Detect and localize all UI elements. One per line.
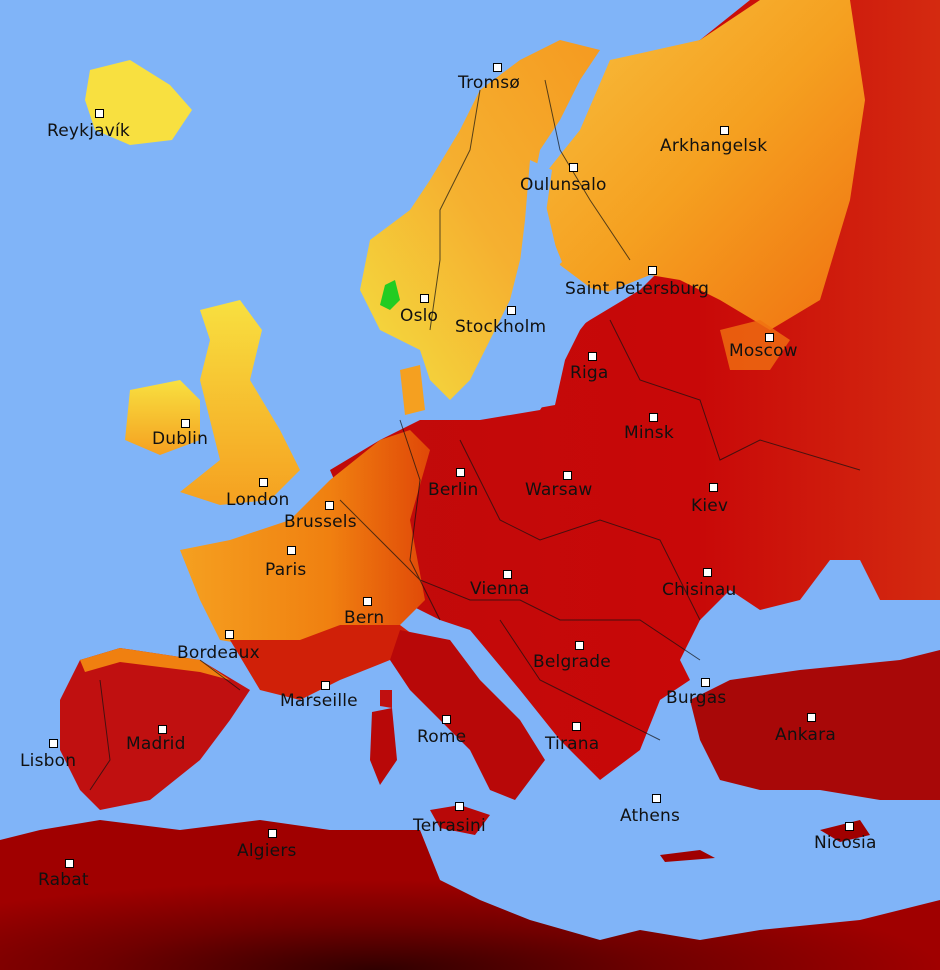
- city-marker-icon: [455, 802, 464, 811]
- city-marker-icon: [507, 306, 516, 315]
- norway-cold-spot: [380, 280, 400, 310]
- city-label: Rabat: [38, 870, 89, 890]
- city-label: Bordeaux: [177, 643, 260, 663]
- city-marker-icon: [321, 681, 330, 690]
- city-label: Saint Petersburg: [565, 279, 710, 299]
- city-marker-icon: [65, 859, 74, 868]
- city-marker-icon: [259, 478, 268, 487]
- city-marker-icon: [493, 63, 502, 72]
- gulf-of-bothnia: [520, 160, 562, 282]
- city-marker-icon: [648, 266, 657, 275]
- city-marker-icon: [420, 294, 429, 303]
- city-marker-icon: [363, 597, 372, 606]
- city-label: Paris: [265, 560, 307, 580]
- city-label: Athens: [620, 806, 681, 826]
- denmark-land: [400, 365, 425, 415]
- city-marker-icon: [325, 501, 334, 510]
- ireland-land: [125, 380, 200, 455]
- city-label: Tirana: [545, 734, 600, 754]
- city-marker-icon: [158, 725, 167, 734]
- north-africa-land: [0, 820, 940, 970]
- city-marker-icon: [95, 109, 104, 118]
- city-label: London: [226, 490, 290, 510]
- city-label: Oslo: [400, 306, 439, 326]
- city-marker-icon: [845, 822, 854, 831]
- cyprus-land: [820, 820, 870, 842]
- city-marker-icon: [807, 713, 816, 722]
- sardinia-land: [370, 708, 397, 785]
- iceland-land: [85, 60, 192, 145]
- city-marker-icon: [569, 163, 578, 172]
- city-label: Kiev: [691, 496, 729, 516]
- city-label: Bern: [344, 608, 385, 628]
- city-marker-icon: [588, 352, 597, 361]
- city-marker-icon: [765, 333, 774, 342]
- city-label: Terrasini: [413, 816, 486, 836]
- city-marker-icon: [442, 715, 451, 724]
- southern-france-hot-region: [230, 625, 420, 700]
- city-marker-icon: [572, 722, 581, 731]
- city-marker-icon: [652, 794, 661, 803]
- city-label: Burgas: [666, 688, 727, 708]
- great-britain-land: [180, 300, 300, 505]
- city-marker-icon: [268, 829, 277, 838]
- city-label: Marseille: [280, 691, 358, 711]
- iberia-land: [60, 648, 250, 810]
- city-label: Tromsø: [458, 73, 520, 93]
- city-label: Belgrade: [533, 652, 611, 672]
- city-marker-icon: [563, 471, 572, 480]
- city-label: Reykjavík: [47, 121, 130, 141]
- country-borders: [89, 79, 861, 791]
- sicily-land: [430, 805, 490, 835]
- city-label: Lisbon: [20, 751, 77, 771]
- city-marker-icon: [181, 419, 190, 428]
- city-label: Algiers: [237, 841, 297, 861]
- city-label: Berlin: [428, 480, 479, 500]
- city-label: Arkhangelsk: [660, 136, 768, 156]
- iberia-north-coast: [80, 648, 230, 680]
- city-marker-icon: [575, 641, 584, 650]
- city-label: Moscow: [729, 341, 798, 361]
- city-marker-icon: [287, 546, 296, 555]
- city-marker-icon: [456, 468, 465, 477]
- city-label: Minsk: [624, 423, 674, 443]
- city-marker-icon: [720, 126, 729, 135]
- city-label: Oulunsalo: [520, 175, 607, 195]
- city-marker-icon: [701, 678, 710, 687]
- baltic-sea: [470, 282, 610, 415]
- corsica-land: [380, 690, 392, 708]
- city-label: Warsaw: [525, 480, 593, 500]
- city-marker-icon: [649, 413, 658, 422]
- city-label: Vienna: [470, 579, 530, 599]
- city-label: Brussels: [284, 512, 357, 532]
- italy-land: [390, 630, 545, 800]
- city-marker-icon: [49, 739, 58, 748]
- crete-land: [660, 850, 715, 862]
- city-label: Rome: [417, 727, 467, 747]
- city-label: Riga: [570, 363, 609, 383]
- city-label: Dublin: [152, 429, 209, 449]
- moscow-warm-region: [720, 320, 790, 370]
- anatolia-land: [690, 650, 940, 800]
- city-label: Stockholm: [455, 317, 547, 337]
- city-label: Madrid: [126, 734, 186, 754]
- western-europe-land: [180, 430, 430, 645]
- city-marker-icon: [225, 630, 234, 639]
- city-marker-icon: [703, 568, 712, 577]
- city-marker-icon: [709, 483, 718, 492]
- scandinavia-land: [360, 40, 600, 400]
- city-label: Nicosia: [814, 833, 877, 853]
- city-marker-icon: [503, 570, 512, 579]
- city-label: Chisinau: [662, 580, 737, 600]
- city-label: Ankara: [775, 725, 836, 745]
